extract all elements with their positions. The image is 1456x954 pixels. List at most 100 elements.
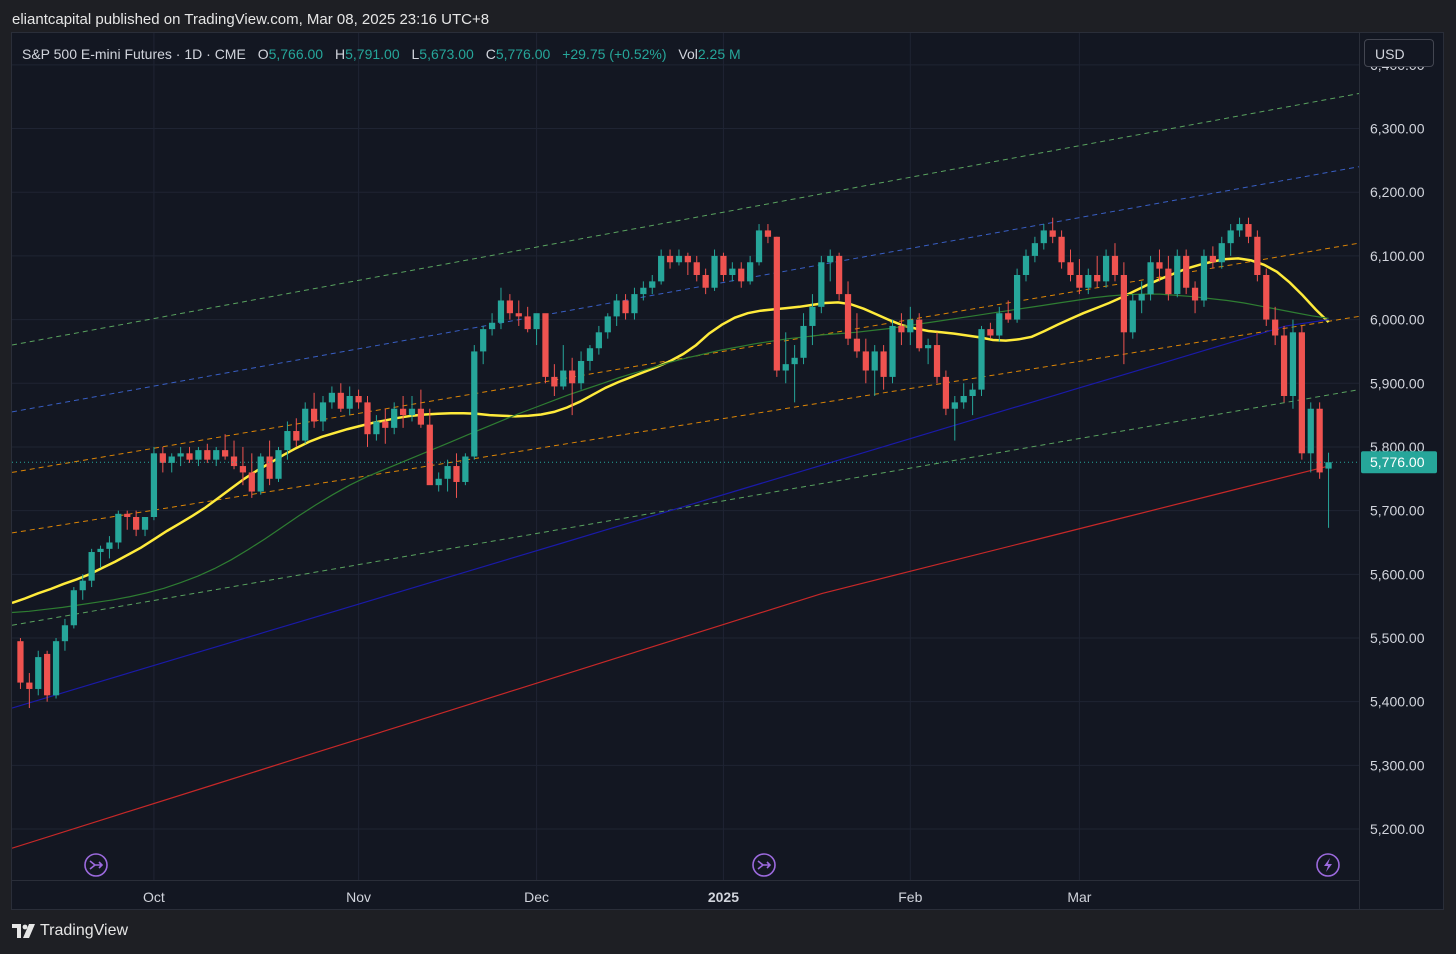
candle-body: [1307, 408, 1314, 454]
candle-body: [729, 268, 736, 275]
candle-body: [213, 450, 220, 460]
candle-body: [106, 542, 113, 549]
candle-body: [577, 360, 585, 384]
candle-body: [195, 450, 202, 460]
candle-body: [551, 376, 558, 387]
candle-body: [560, 370, 567, 387]
candle-body: [649, 281, 656, 288]
candle-body: [631, 294, 638, 314]
candle-body: [1120, 275, 1127, 333]
candle-body: [853, 338, 861, 352]
candle-body: [1316, 408, 1323, 473]
candle-body: [533, 313, 540, 330]
candle-body: [1263, 275, 1270, 320]
candle-body: [595, 332, 602, 349]
split-arrow-icon-ring: [84, 853, 108, 877]
price-axis: 5,200.00 5,300.00 5,400.00 5,500.00 5,600.00…: [1361, 57, 1437, 837]
candle-body: [738, 268, 745, 282]
candle-body: [488, 322, 496, 330]
candle-body: [1209, 255, 1216, 263]
high-value: 5,791.00: [345, 46, 400, 62]
price-tick-label: 5,500.00: [1370, 630, 1425, 646]
candle-body: [747, 262, 754, 282]
candle-body: [302, 408, 309, 441]
split-arrow-icon-glyph: [89, 860, 104, 870]
time-tick-label: 2025: [708, 889, 739, 905]
candle-body: [1138, 294, 1145, 301]
channel-line: [12, 389, 1360, 626]
candle-body: [542, 313, 549, 377]
candle-body: [150, 453, 158, 517]
chart-panel[interactable]: 5,200.00 5,300.00 5,400.00 5,500.00 5,600.00…: [11, 32, 1444, 910]
candle-body: [1156, 262, 1163, 269]
candle-body: [35, 657, 42, 689]
candle-body: [1165, 268, 1172, 295]
candle-body: [391, 408, 398, 428]
candle-body: [889, 325, 896, 377]
candle-body: [924, 345, 932, 349]
split-arrow-icon: [84, 853, 108, 877]
candle-body: [52, 641, 60, 696]
candle-body: [951, 402, 958, 409]
candle-body: [462, 456, 469, 482]
volume-value: 2.25 M: [697, 46, 741, 62]
candle-body: [399, 408, 407, 416]
high-label: H: [334, 46, 346, 62]
candle-body: [133, 517, 140, 530]
candle-body: [800, 325, 807, 358]
price-tick-label: 5,300.00: [1370, 757, 1425, 773]
time-axis: Oct Nov Dec 2025 Feb Mar: [143, 889, 1092, 905]
price-chart[interactable]: 5,200.00 5,300.00 5,400.00 5,500.00 5,600.00…: [12, 33, 1444, 910]
candle-body: [862, 351, 869, 371]
candle-body: [426, 424, 433, 486]
price-axis-divider: [1359, 33, 1360, 909]
candle-body: [1085, 275, 1092, 288]
candle-body: [515, 313, 522, 317]
candle-body: [284, 431, 291, 451]
candle-body: [658, 255, 665, 282]
footer: TradingView: [12, 922, 128, 940]
candle-body: [471, 351, 478, 457]
last-price-label: 5,776.00: [1370, 454, 1425, 470]
price-tick-label: 5,600.00: [1370, 566, 1425, 582]
split-arrow-icon-ring: [752, 853, 776, 877]
candle-body: [61, 625, 69, 642]
candle-body: [444, 466, 451, 479]
ohlc-legend: S&P 500 E-mini Futures · 1D · CME O5,766…: [22, 46, 741, 62]
time-axis-divider: [12, 880, 1359, 881]
candle-body: [1191, 287, 1199, 301]
symbol-label: S&P 500 E-mini Futures · 1D · CME: [22, 46, 246, 62]
candle-body: [1102, 255, 1110, 282]
candle-body: [1076, 275, 1083, 288]
price-tick-label: 5,900.00: [1370, 375, 1425, 391]
time-tick-label: Feb: [898, 889, 922, 905]
currency-button[interactable]: USD: [1364, 39, 1434, 67]
candle-body: [871, 351, 878, 371]
candle-body: [1183, 255, 1190, 288]
candle-body: [364, 402, 371, 435]
close-label: C: [485, 46, 496, 62]
candle-body: [328, 392, 336, 403]
candle-body: [239, 466, 247, 473]
candle-body: [222, 450, 229, 457]
split-arrow-icon-glyph: [757, 860, 772, 870]
candle-body: [613, 300, 620, 317]
candle-body: [1325, 462, 1332, 469]
candle-body: [1013, 275, 1021, 320]
candle-body: [755, 230, 763, 263]
candle-body: [1254, 236, 1261, 275]
price-tick-label: 6,000.00: [1370, 312, 1425, 328]
volume-label: Vol: [678, 46, 698, 62]
channel-lines: [12, 93, 1360, 626]
candle-body: [1236, 224, 1243, 231]
candle-body: [355, 396, 362, 403]
time-tick-label: Nov: [346, 889, 371, 905]
candle-body: [186, 453, 193, 460]
channel-line: [12, 166, 1360, 413]
candle-body: [408, 408, 416, 416]
candle-body: [480, 329, 487, 352]
candle-body: [1200, 255, 1208, 301]
candle-body: [969, 389, 976, 396]
candle-body: [435, 478, 442, 486]
moving-average-line: [12, 465, 1329, 849]
